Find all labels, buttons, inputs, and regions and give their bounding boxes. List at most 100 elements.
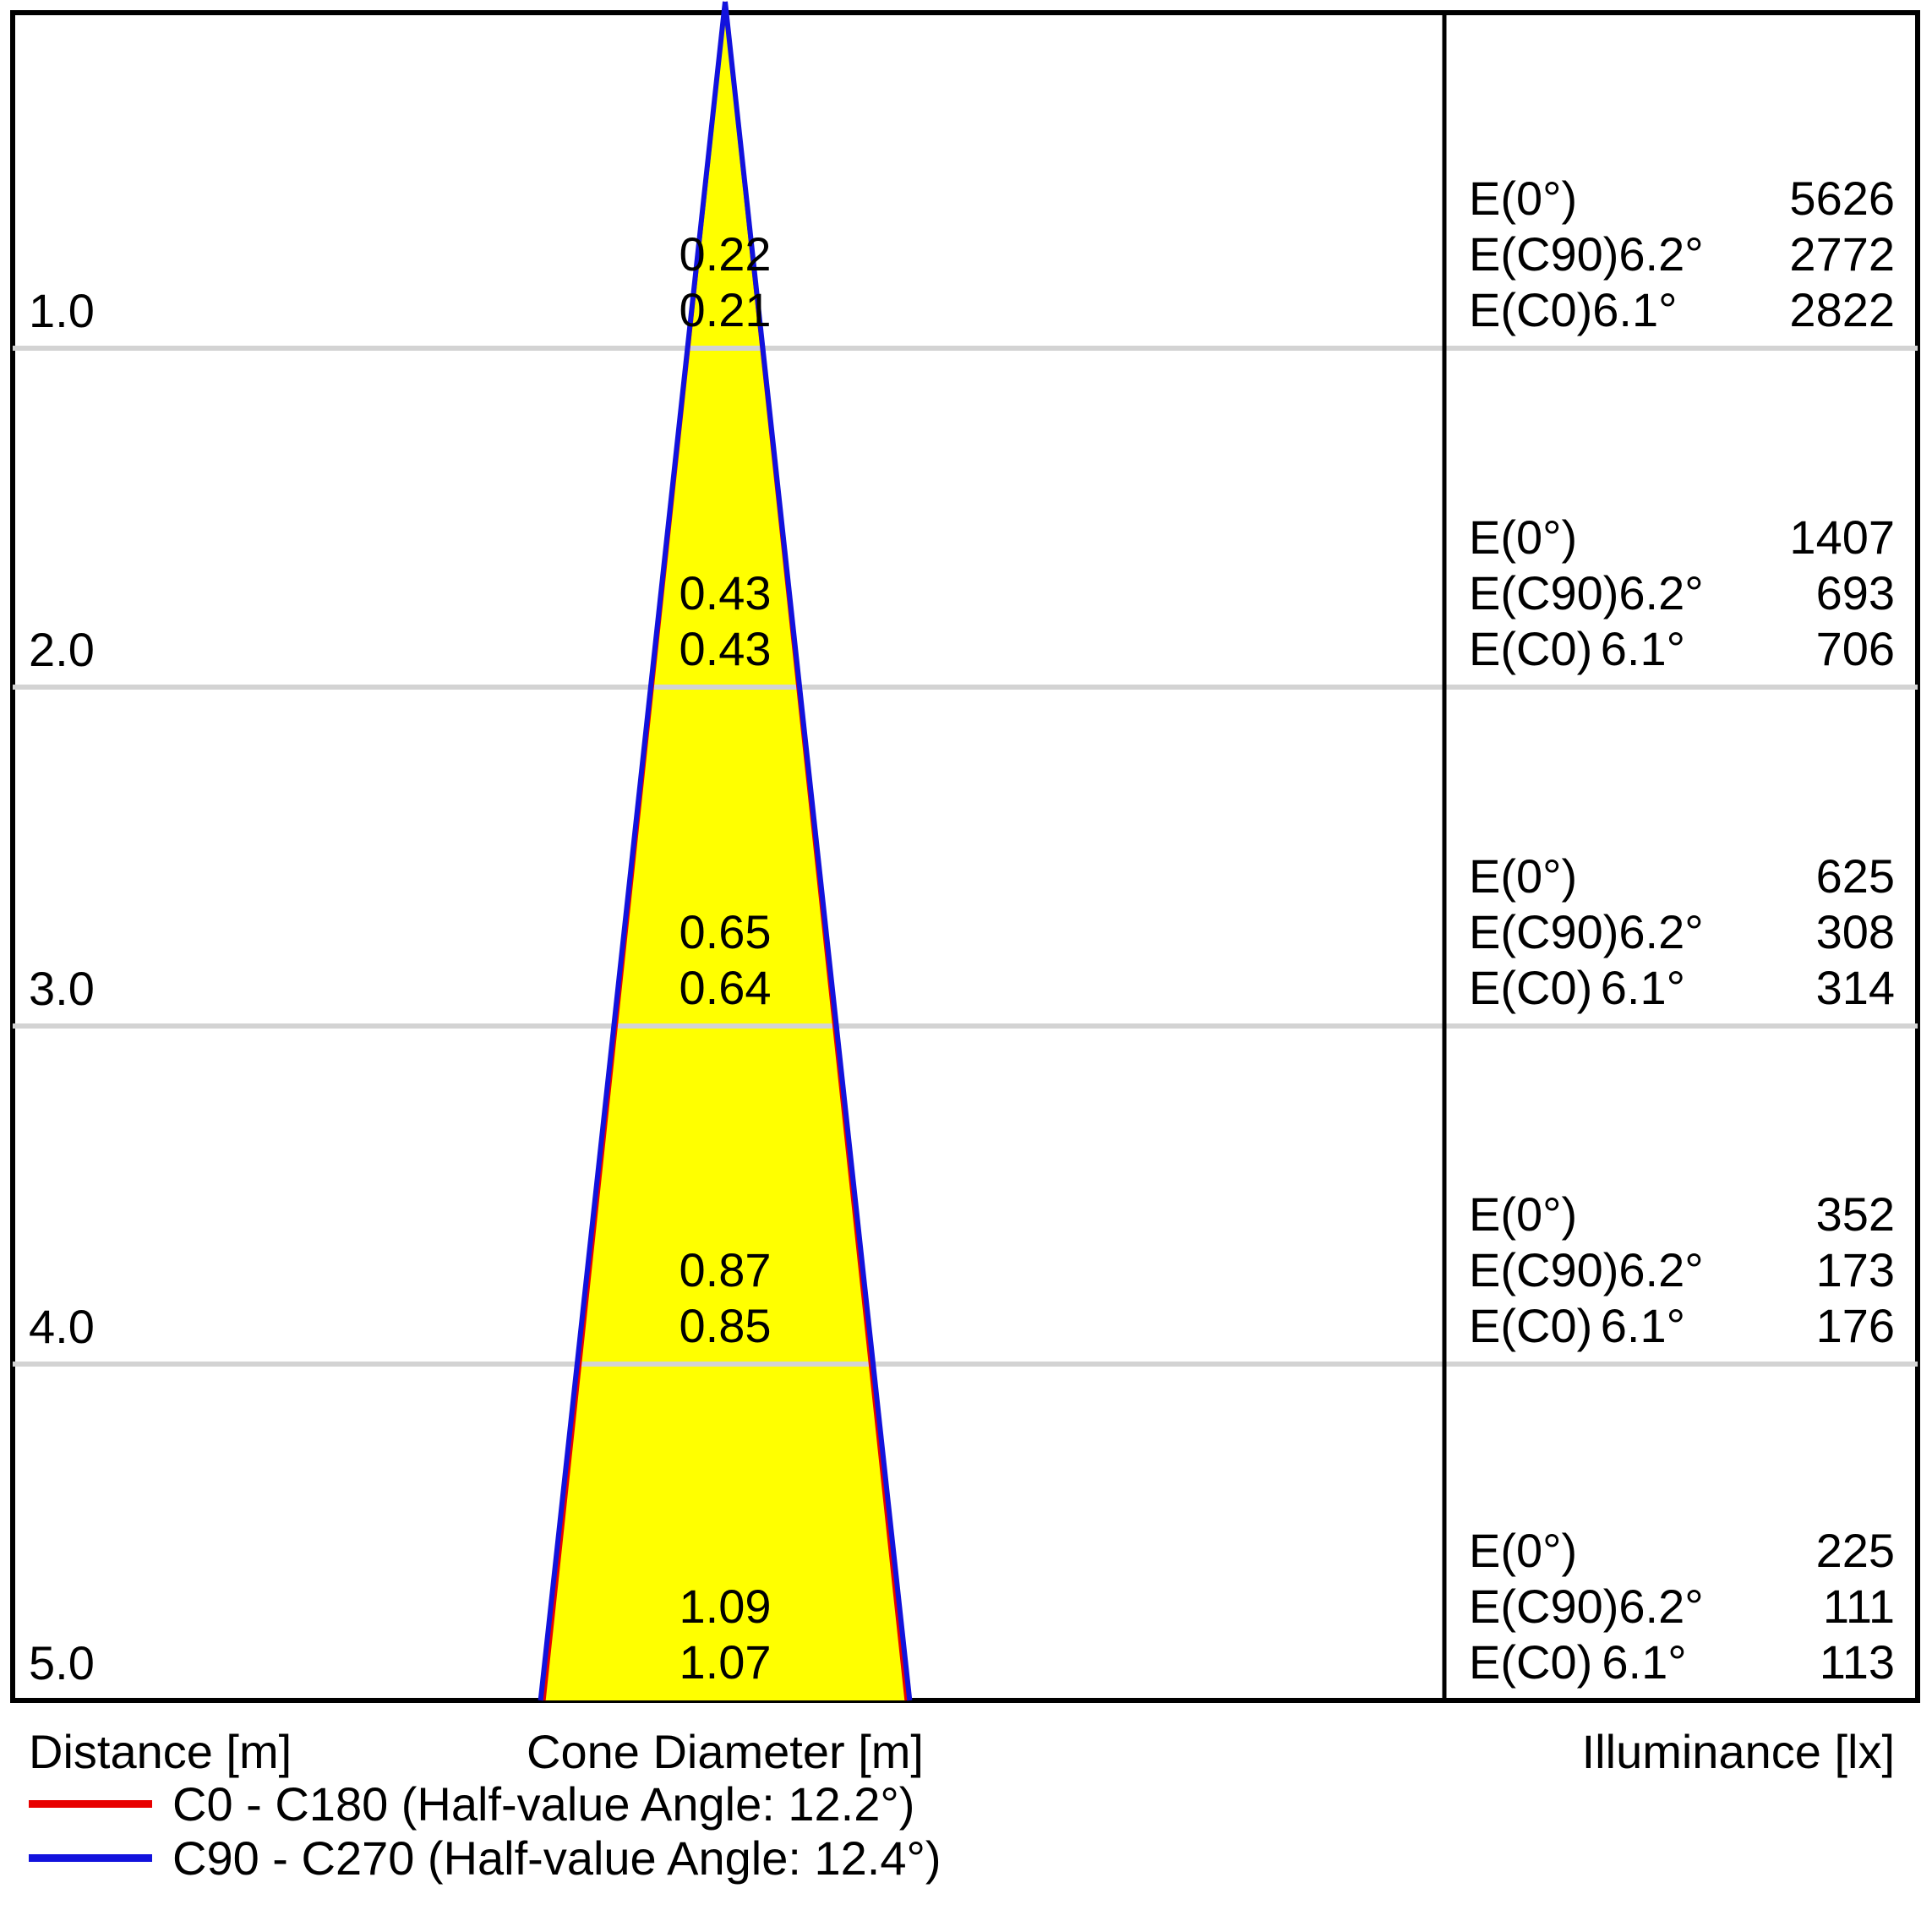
ec90-angle: 6.2°: [1618, 1243, 1704, 1296]
e0-label: E(0°): [1469, 510, 1578, 564]
table-row: 5.0 1.09 1.07 E(0°) 225 E(C90) 6.2° 111 E(C…: [10, 1364, 1920, 1700]
e0-label: E(0°): [1469, 849, 1578, 903]
ec0-value: 706: [1815, 622, 1895, 675]
illuminance-line-ec0: E(C0) 6.1° 113: [1469, 1635, 1895, 1690]
cone-diameter-values: 0.65 0.64: [679, 904, 772, 1016]
ec0-value: 2822: [1789, 283, 1895, 336]
table-row: 3.0 0.65 0.64 E(0°) 625 E(C90) 6.2° 308 E(C…: [10, 687, 1920, 1026]
legend-entry-c0-c180: C0 - C180 (Half-value Angle: 12.2°): [29, 1776, 914, 1831]
ec0-angle: 6.1°: [1600, 1299, 1686, 1352]
e0-angle: [1591, 171, 1789, 226]
illuminance-line-e0: E(0°) 352: [1469, 1187, 1895, 1242]
c90-c270-line-swatch: [29, 1853, 152, 1862]
e0-value: 225: [1815, 1524, 1895, 1577]
illuminance-axis-label: Illuminance [lx]: [1581, 1725, 1895, 1778]
legend-label: C90 - C270 (Half-value Angle: 12.4°): [172, 1831, 941, 1885]
illuminance-line-ec0: E(C0) 6.1° 2822: [1469, 282, 1895, 338]
ec0-angle: 6.1°: [1592, 283, 1678, 336]
legend-entry-c90-c270: C90 - C270 (Half-value Angle: 12.4°): [29, 1831, 941, 1885]
e0-value: 5626: [1789, 172, 1895, 225]
ec0-value: 176: [1815, 1299, 1895, 1352]
distance-label: 4.0: [29, 1300, 95, 1353]
distance-label: 2.0: [29, 623, 95, 676]
cone-diameter-c90: 0.65: [679, 905, 772, 958]
ec90-angle: 6.2°: [1618, 905, 1704, 958]
ec90-label: E(C90): [1469, 1580, 1619, 1633]
ec90-value: 111: [1822, 1580, 1895, 1633]
c0-c180-line-swatch: [29, 1799, 152, 1808]
distance-axis-label: Distance [m]: [29, 1725, 292, 1778]
e0-label: E(0°): [1469, 172, 1578, 225]
legend-label: C0 - C180 (Half-value Angle: 12.2°): [172, 1776, 915, 1831]
cone-diameter-c90: 1.09: [679, 1580, 772, 1633]
e0-value: 1407: [1789, 510, 1895, 564]
illuminance-line-ec90: E(C90) 6.2° 693: [1469, 565, 1895, 621]
cone-diameter-values: 0.43 0.43: [679, 565, 772, 677]
ec90-label: E(C90): [1469, 1243, 1619, 1296]
cone-diameter-values: 0.22 0.21: [679, 226, 772, 338]
e0-label: E(0°): [1469, 1187, 1578, 1241]
ec90-angle: 6.2°: [1618, 1580, 1704, 1633]
cone-diameter-c0: 0.43: [679, 622, 772, 675]
e0-angle: [1601, 1187, 1816, 1242]
illuminance-line-ec90: E(C90) 6.2° 173: [1469, 1242, 1895, 1298]
ec90-label: E(C90): [1469, 905, 1619, 958]
illuminance-line-ec90: E(C90) 6.2° 2772: [1469, 226, 1895, 282]
cone-diameter-c0: 0.85: [679, 1299, 772, 1352]
e0-value: 625: [1815, 849, 1895, 903]
illuminance-line-e0: E(0°) 225: [1469, 1523, 1895, 1579]
ec0-label: E(C0): [1469, 961, 1593, 1014]
distance-label: 5.0: [29, 1636, 95, 1689]
ec90-label: E(C90): [1469, 227, 1619, 281]
illuminance-line-ec0: E(C0) 6.1° 176: [1469, 1298, 1895, 1354]
ec0-angle: 6.1°: [1600, 622, 1686, 675]
e0-angle: [1601, 849, 1816, 904]
cone-diameter-c0: 0.21: [679, 283, 772, 336]
ec90-value: 173: [1815, 1243, 1895, 1296]
cone-diameter-c90: 0.43: [679, 566, 772, 619]
illuminance-line-ec0: E(C0) 6.1° 706: [1469, 621, 1895, 677]
cone-diameter-c90: 0.87: [679, 1243, 772, 1296]
cone-diameter-c90: 0.22: [679, 227, 772, 281]
cone-diameter-values: 1.09 1.07: [679, 1579, 772, 1690]
ec0-angle: 6.1°: [1600, 961, 1686, 1014]
ec0-value: 314: [1815, 961, 1895, 1014]
illuminance-cell: E(0°) 5626 E(C90) 6.2° 2772 E(C0) 6.1° 2822: [1469, 171, 1895, 338]
ec0-label: E(C0): [1469, 283, 1593, 336]
ec0-value: 113: [1819, 1635, 1895, 1689]
cone-diameter-axis-label: Cone Diameter [m]: [527, 1725, 924, 1778]
illuminance-line-e0: E(0°) 5626: [1469, 171, 1895, 226]
ec0-label: E(C0): [1469, 622, 1593, 675]
distance-label: 1.0: [29, 284, 95, 337]
e0-label: E(0°): [1469, 1524, 1578, 1577]
illuminance-line-e0: E(0°) 625: [1469, 849, 1895, 904]
cone-diameter-values: 0.87 0.85: [679, 1242, 772, 1354]
e0-value: 352: [1815, 1187, 1895, 1241]
ec90-value: 693: [1815, 566, 1895, 619]
ec90-angle: 6.2°: [1618, 566, 1704, 619]
cone-diameter-c0: 0.64: [679, 961, 772, 1014]
ec90-value: 308: [1815, 905, 1895, 958]
ec90-label: E(C90): [1469, 566, 1619, 619]
diagram-table-border: [10, 10, 1920, 1703]
illuminance-line-ec90: E(C90) 6.2° 308: [1469, 904, 1895, 960]
ec0-label: E(C0): [1469, 1299, 1593, 1352]
table-row: 2.0 0.43 0.43 E(0°) 1407 E(C90) 6.2° 693 E(…: [10, 348, 1920, 687]
illuminance-line-ec90: E(C90) 6.2° 111: [1469, 1579, 1895, 1635]
table-row: 1.0 0.22 0.21 E(0°) 5626 E(C90) 6.2° 2772 E…: [10, 10, 1920, 348]
illuminance-cell: E(0°) 625 E(C90) 6.2° 308 E(C0) 6.1° 314: [1469, 849, 1895, 1016]
illuminance-cell: E(0°) 352 E(C90) 6.2° 173 E(C0) 6.1° 176: [1469, 1187, 1895, 1354]
distance-label: 3.0: [29, 962, 95, 1015]
illuminance-line-e0: E(0°) 1407: [1469, 510, 1895, 565]
e0-angle: [1591, 510, 1789, 565]
illuminance-line-ec0: E(C0) 6.1° 314: [1469, 960, 1895, 1016]
ec90-angle: 6.2°: [1618, 227, 1704, 281]
ec90-value: 2772: [1789, 227, 1895, 281]
illuminance-cell: E(0°) 1407 E(C90) 6.2° 693 E(C0) 6.1° 706: [1469, 510, 1895, 677]
cone-diameter-c0: 1.07: [679, 1635, 772, 1689]
illuminance-cell: E(0°) 225 E(C90) 6.2° 111 E(C0) 6.1° 113: [1469, 1523, 1895, 1690]
e0-angle: [1601, 1523, 1816, 1579]
ec0-angle: 6.1°: [1602, 1635, 1687, 1689]
table-row: 4.0 0.87 0.85 E(0°) 352 E(C90) 6.2° 173 E(C…: [10, 1026, 1920, 1364]
ec0-label: E(C0): [1469, 1635, 1593, 1689]
